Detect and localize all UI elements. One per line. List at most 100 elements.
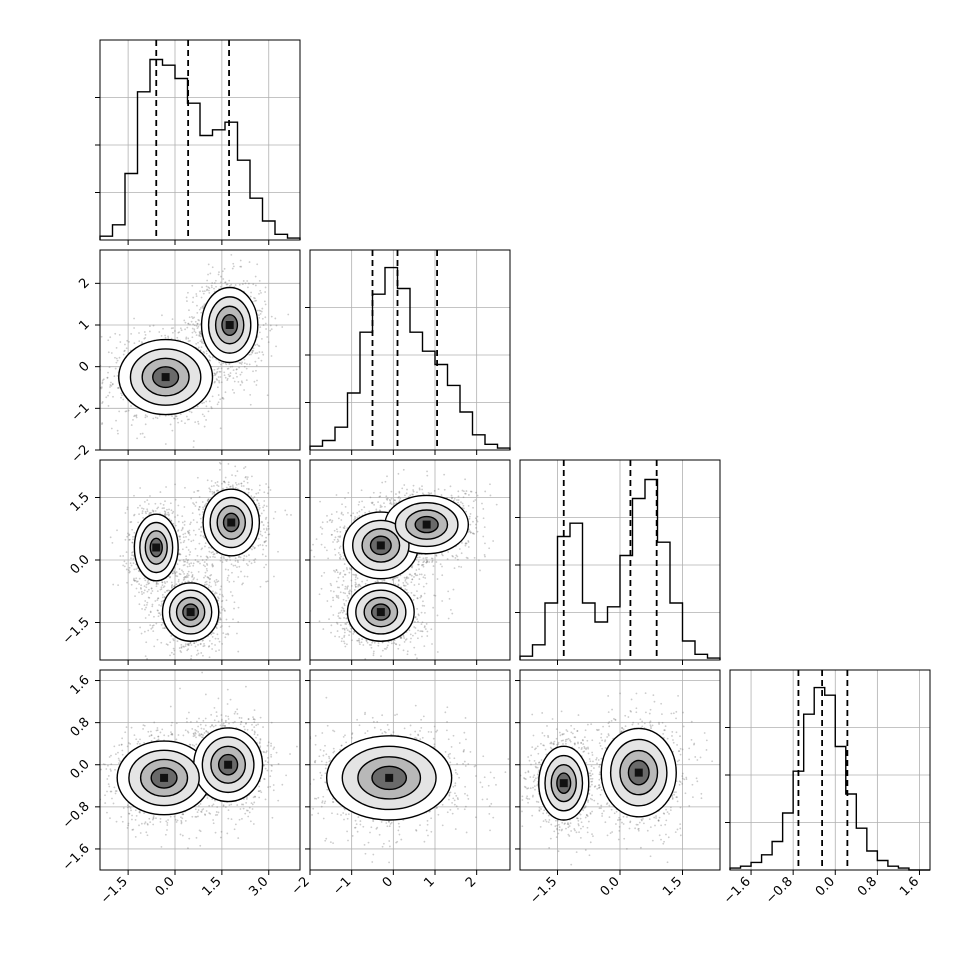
scatter-point (131, 551, 133, 554)
scatter-point (185, 555, 188, 558)
scatter-point (183, 319, 186, 322)
scatter-point (187, 322, 190, 325)
scatter-point (143, 577, 146, 580)
scatter-point (259, 312, 262, 315)
scatter-point (269, 489, 272, 491)
scatter-point (178, 535, 181, 538)
scatter-point (414, 572, 417, 575)
scatter-point (209, 356, 212, 359)
scatter-point (152, 624, 155, 627)
scatter-point (163, 507, 165, 509)
scatter-point (189, 551, 192, 553)
scatter-point (356, 516, 359, 519)
scatter-point (207, 273, 209, 276)
scatter-point (115, 346, 118, 349)
scatter-point (175, 574, 177, 577)
scatter-point (162, 627, 165, 630)
scatter-point (229, 591, 232, 593)
scatter-point (270, 355, 273, 357)
scatter-point (234, 557, 237, 560)
scatter-point (264, 322, 267, 325)
scatter-point (167, 589, 170, 592)
scatter-point (200, 346, 203, 348)
scatter-point (197, 560, 200, 563)
scatter-point (146, 581, 149, 584)
scatter-point (157, 506, 160, 509)
scatter-point (179, 541, 182, 544)
scatter-point (243, 365, 246, 368)
scatter-point (138, 513, 140, 516)
scatter-point (192, 539, 195, 542)
scatter-point (182, 570, 185, 573)
scatter-point (242, 559, 245, 562)
scatter-point (213, 374, 216, 377)
scatter-point (133, 317, 135, 320)
scatter-point (184, 532, 187, 535)
scatter-point (146, 590, 149, 593)
scatter-point (196, 649, 199, 652)
scatter-point (226, 367, 229, 370)
scatter-point (230, 563, 233, 566)
scatter-point (194, 547, 197, 550)
scatter-point (255, 364, 258, 367)
scatter-point (174, 330, 176, 332)
scatter-point (208, 289, 210, 292)
scatter-point (215, 650, 217, 653)
scatter-point (261, 521, 263, 524)
scatter-point (170, 586, 173, 588)
scatter-point (229, 284, 231, 287)
scatter-point (219, 363, 222, 366)
scatter-point (343, 525, 346, 528)
scatter-point (242, 280, 245, 282)
density-peak (161, 373, 170, 382)
scatter-point (219, 617, 222, 620)
scatter-point (252, 347, 255, 350)
scatter-point (132, 562, 135, 565)
scatter-point (191, 574, 194, 576)
scatter-point (93, 361, 95, 363)
scatter-point (404, 494, 406, 497)
scatter-point (182, 564, 185, 567)
scatter-point (224, 476, 227, 479)
scatter-point (208, 584, 211, 587)
scatter-point (237, 606, 240, 609)
scatter-point (245, 555, 248, 558)
scatter-point (215, 592, 218, 595)
scatter-point (172, 522, 175, 525)
scatter-point (179, 413, 182, 416)
scatter-point (258, 292, 260, 295)
scatter-point (150, 587, 153, 590)
scatter-point (124, 343, 126, 346)
scatter-point (171, 572, 174, 575)
scatter-point (192, 296, 195, 299)
scatter-point (152, 417, 155, 420)
scatter-point (128, 533, 131, 536)
scatter-point (192, 317, 194, 320)
scatter-point (192, 519, 195, 521)
scatter-point (208, 639, 211, 642)
scatter-point (193, 577, 195, 579)
scatter-point (223, 480, 226, 483)
scatter-point (214, 591, 217, 594)
scatter-point (231, 571, 233, 574)
scatter-point (181, 528, 184, 530)
scatter-point (187, 642, 190, 645)
scatter-point (163, 510, 166, 513)
scatter-point (194, 331, 197, 334)
scatter-point (219, 588, 222, 591)
scatter-point (174, 498, 177, 501)
scatter-point (140, 584, 143, 587)
scatter-point (180, 529, 183, 532)
scatter-point (133, 514, 135, 517)
scatter-point (208, 581, 211, 584)
scatter-point (144, 416, 147, 419)
scatter-point (233, 391, 236, 394)
scatter-point (199, 534, 202, 537)
scatter-point (237, 561, 239, 564)
scatter-point (221, 643, 224, 645)
scatter-point (107, 339, 110, 342)
scatter-point (201, 559, 204, 561)
scatter-point (198, 542, 201, 545)
scatter-point (147, 629, 150, 632)
scatter-point (205, 352, 208, 355)
